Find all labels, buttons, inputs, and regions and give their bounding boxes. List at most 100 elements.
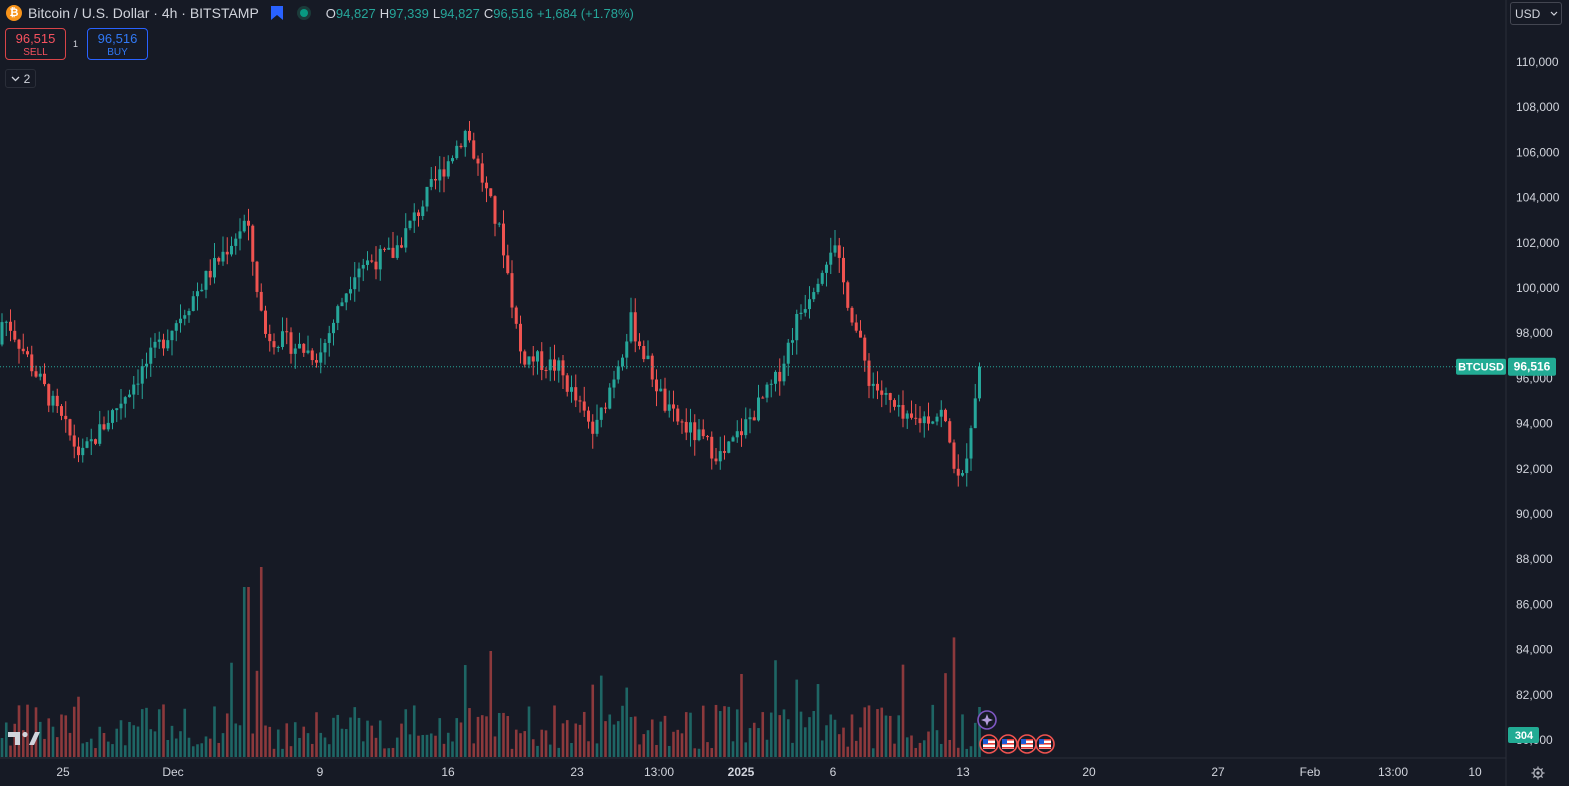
candle-body	[689, 422, 692, 433]
candle-body	[876, 383, 879, 391]
candle-body	[128, 394, 131, 398]
candle-body	[769, 383, 773, 385]
volume-bar	[162, 704, 165, 757]
volume-bar	[145, 707, 148, 757]
volume-bar	[553, 705, 556, 757]
volume-bar	[30, 742, 34, 757]
candle-body	[506, 255, 510, 274]
volume-bar	[710, 748, 714, 757]
volume-bar	[888, 715, 892, 757]
candle-body	[451, 158, 454, 162]
volume-bar	[893, 743, 896, 757]
volume-bar	[642, 734, 646, 757]
volume-bar	[336, 714, 340, 757]
volume-bar	[153, 731, 157, 757]
candle-body	[213, 257, 216, 278]
candle-body	[599, 407, 603, 420]
volume-bar	[859, 727, 862, 757]
candle-body	[55, 395, 59, 407]
chart-settings-icon[interactable]	[1528, 763, 1548, 783]
volume-bar	[901, 664, 905, 757]
candle-body	[914, 417, 918, 419]
volume-bar	[43, 738, 46, 757]
us-flag-event-icon[interactable]	[1035, 734, 1055, 754]
volume-bar	[510, 748, 514, 757]
volume-bar	[519, 733, 522, 757]
volume-bar	[408, 734, 412, 757]
volume-bar	[803, 727, 807, 757]
us-flag-event-icon[interactable]	[979, 734, 999, 754]
candle-body	[642, 346, 646, 360]
tradingview-logo[interactable]	[8, 730, 40, 751]
candle-body	[825, 264, 828, 273]
candle-body	[81, 447, 85, 456]
volume-bar	[731, 741, 735, 757]
low-value: 94,827	[440, 5, 480, 21]
volume-bar	[472, 743, 476, 757]
volume-bar	[884, 715, 888, 757]
volume-bar	[391, 747, 395, 757]
volume-bar	[281, 748, 284, 757]
currency-select[interactable]: USD	[1510, 2, 1562, 25]
price-axis-label: 88,000	[1516, 552, 1553, 566]
volume-bar	[876, 709, 879, 757]
sparkle-event-icon[interactable]	[977, 710, 997, 730]
candle-body	[434, 179, 437, 181]
bookmark-flag-icon[interactable]	[270, 6, 283, 20]
candle-body	[94, 439, 97, 444]
us-flag-event-icon[interactable]	[998, 734, 1018, 754]
volume-bar	[718, 711, 722, 757]
volume-bar	[931, 704, 935, 757]
time-axis[interactable]: 25 Dec 9 16 23 13:00 2025 6 13 20 27 Feb 13:00 10	[56, 765, 1482, 779]
candle-body	[43, 373, 46, 385]
indicators-collapse-button[interactable]: 2	[5, 69, 36, 88]
volume-bar	[786, 719, 790, 757]
candle-body	[268, 333, 272, 342]
volume-bar	[157, 709, 161, 757]
candle-body	[591, 421, 595, 434]
event-markers	[977, 710, 1055, 754]
volume-bar	[149, 729, 153, 757]
candle-body	[638, 341, 641, 347]
volume-bar	[9, 745, 12, 757]
volume-bar	[247, 587, 250, 757]
volume-bar	[659, 721, 663, 757]
volume-bar	[769, 712, 773, 757]
symbol-title[interactable]: Bitcoin / U.S. Dollar · 4h · BITSTAMP	[28, 5, 259, 21]
candle-body	[408, 220, 412, 229]
candle-body	[718, 451, 722, 462]
volume-bar	[191, 746, 195, 757]
volume-bar	[863, 707, 867, 757]
volume-bar	[404, 709, 408, 757]
high-value: 97,339	[389, 5, 429, 21]
volume-bar	[21, 730, 25, 757]
candle-body	[310, 350, 314, 361]
time-axis-label: 13	[956, 765, 970, 779]
market-status-icon[interactable]	[296, 6, 311, 20]
volume-bar	[740, 673, 743, 757]
price-axis-label: 84,000	[1516, 643, 1553, 657]
candle-body	[123, 397, 127, 404]
candle-body	[221, 251, 225, 262]
buy-button[interactable]: 96,516 BUY	[87, 28, 148, 60]
volume-bar	[13, 723, 17, 757]
candle-body	[13, 330, 17, 340]
volume-bar	[616, 721, 620, 757]
candle-body	[859, 330, 862, 338]
time-axis-label: 9	[317, 765, 324, 779]
candle-body	[60, 406, 63, 416]
volume-bar	[812, 711, 816, 757]
candle-body	[561, 360, 565, 376]
volume-bar	[140, 709, 144, 757]
candle-body	[9, 321, 12, 331]
sell-button[interactable]: 96,515 SELL	[5, 28, 66, 60]
price-axis[interactable]: 110,000 108,000 106,000 104,000 102,000 100,0…	[1516, 55, 1560, 747]
volume-bar	[81, 743, 85, 757]
volume-bar	[531, 739, 535, 757]
candle-body	[153, 341, 157, 348]
candle-body	[867, 360, 871, 386]
us-flag-event-icon[interactable]	[1017, 734, 1037, 754]
volume-bar	[629, 717, 633, 757]
candle-body	[710, 436, 714, 459]
